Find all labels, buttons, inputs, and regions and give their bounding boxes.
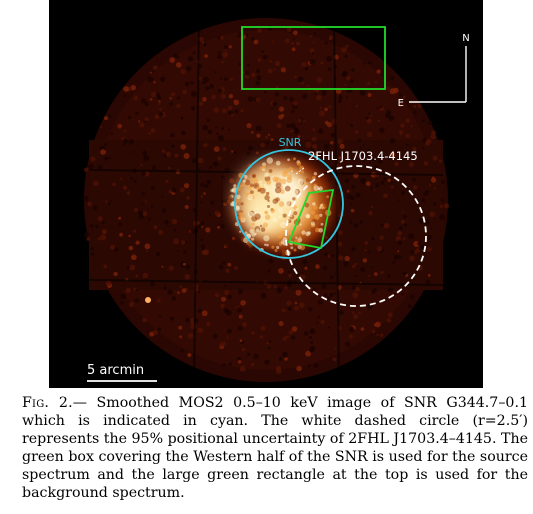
snr-label: SNR	[279, 136, 302, 149]
snr-circle	[234, 149, 344, 259]
figure-caption: Fig. 2.— Smoothed MOS2 0.5–10 keV image …	[22, 395, 528, 502]
snr-emission	[221, 147, 345, 263]
xray-image-panel: N E SNR 2FHL J1703.4-4145 5 arcmin	[49, 0, 483, 388]
scale-bar-label: 5 arcmin	[87, 363, 144, 378]
compass-north-label: N	[462, 33, 469, 44]
scale-bar: 5 arcmin	[87, 363, 157, 382]
compass: N E	[398, 33, 470, 109]
source-region-box	[287, 188, 335, 250]
caption-text: — Smoothed MOS2 0.5–10 keV image of SNR …	[22, 395, 528, 501]
positional-uncertainty-circle	[285, 165, 427, 307]
background-region-rect	[241, 26, 386, 90]
xray-image: N E SNR 2FHL J1703.4-4145 5 arcmin	[82, 18, 470, 382]
compass-east-label: E	[398, 98, 404, 109]
point-source	[145, 297, 151, 303]
source-name-label: 2FHL J1703.4-4145	[308, 149, 418, 163]
caption-figure-label: Fig. 2.	[22, 395, 73, 411]
